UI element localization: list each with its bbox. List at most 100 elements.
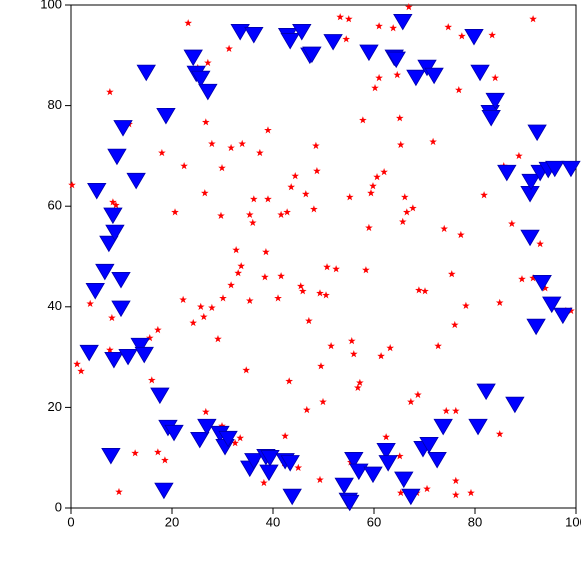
point <box>363 466 383 484</box>
y-tick-label: 100 <box>40 0 62 11</box>
point <box>365 223 373 232</box>
point <box>464 29 484 46</box>
point <box>191 70 211 88</box>
point <box>409 204 417 212</box>
point <box>520 229 540 247</box>
point <box>204 58 212 67</box>
point <box>367 189 375 197</box>
point <box>327 342 335 350</box>
point <box>332 265 340 273</box>
point <box>158 148 166 157</box>
point <box>227 281 235 289</box>
point <box>458 32 466 40</box>
point <box>427 452 447 469</box>
point <box>107 148 127 166</box>
point <box>382 433 390 441</box>
point <box>287 183 295 191</box>
point <box>375 22 383 30</box>
point <box>495 298 504 306</box>
point <box>319 397 327 406</box>
point <box>246 296 254 304</box>
point <box>112 201 120 209</box>
point <box>259 464 279 482</box>
point <box>236 434 244 442</box>
point <box>201 189 209 197</box>
point <box>406 69 426 87</box>
x-tick-label: 40 <box>266 514 280 529</box>
point <box>305 316 313 325</box>
point <box>161 456 169 464</box>
point <box>369 182 377 190</box>
point <box>230 24 250 41</box>
point <box>299 287 307 295</box>
point <box>371 84 379 92</box>
point <box>521 173 541 191</box>
point <box>346 193 354 201</box>
point <box>200 312 208 321</box>
point <box>386 344 394 352</box>
point <box>377 352 385 360</box>
point <box>397 488 405 497</box>
point <box>336 13 344 21</box>
point <box>348 337 356 345</box>
point <box>260 478 268 487</box>
point <box>545 160 565 178</box>
point <box>452 406 460 415</box>
point <box>313 167 321 175</box>
point <box>508 219 516 227</box>
point <box>532 275 552 292</box>
point <box>440 224 448 233</box>
point <box>85 283 105 300</box>
point <box>553 307 573 325</box>
point <box>317 362 325 370</box>
point <box>274 294 282 302</box>
point <box>316 475 324 484</box>
point <box>356 378 364 386</box>
point <box>452 490 460 499</box>
point <box>376 443 396 460</box>
point <box>242 366 250 374</box>
point <box>403 208 411 216</box>
point <box>130 337 150 355</box>
point <box>214 335 222 343</box>
point <box>323 34 343 51</box>
point <box>198 83 218 101</box>
point <box>262 248 270 256</box>
point <box>468 418 488 436</box>
y-tick-label: 60 <box>48 198 62 213</box>
point <box>86 299 94 307</box>
point <box>414 390 422 399</box>
point <box>277 272 285 280</box>
point <box>227 143 235 152</box>
point <box>77 367 85 375</box>
point <box>183 49 203 67</box>
point <box>380 168 388 176</box>
point <box>526 318 546 336</box>
point <box>457 230 465 239</box>
point <box>455 86 463 94</box>
point <box>393 70 401 79</box>
point <box>323 263 331 271</box>
point <box>396 452 404 460</box>
point <box>405 3 413 11</box>
point <box>303 405 311 414</box>
point <box>264 195 272 203</box>
point <box>344 15 353 23</box>
point <box>136 64 156 82</box>
point <box>154 325 162 334</box>
point <box>111 300 131 318</box>
point <box>281 432 289 440</box>
point <box>106 346 114 354</box>
point <box>106 88 114 96</box>
point <box>529 15 537 23</box>
point <box>277 210 285 218</box>
point <box>179 295 187 303</box>
point <box>180 162 188 170</box>
point <box>171 208 179 216</box>
point <box>310 205 318 213</box>
point <box>467 488 475 497</box>
point <box>470 64 490 82</box>
point <box>283 208 291 216</box>
